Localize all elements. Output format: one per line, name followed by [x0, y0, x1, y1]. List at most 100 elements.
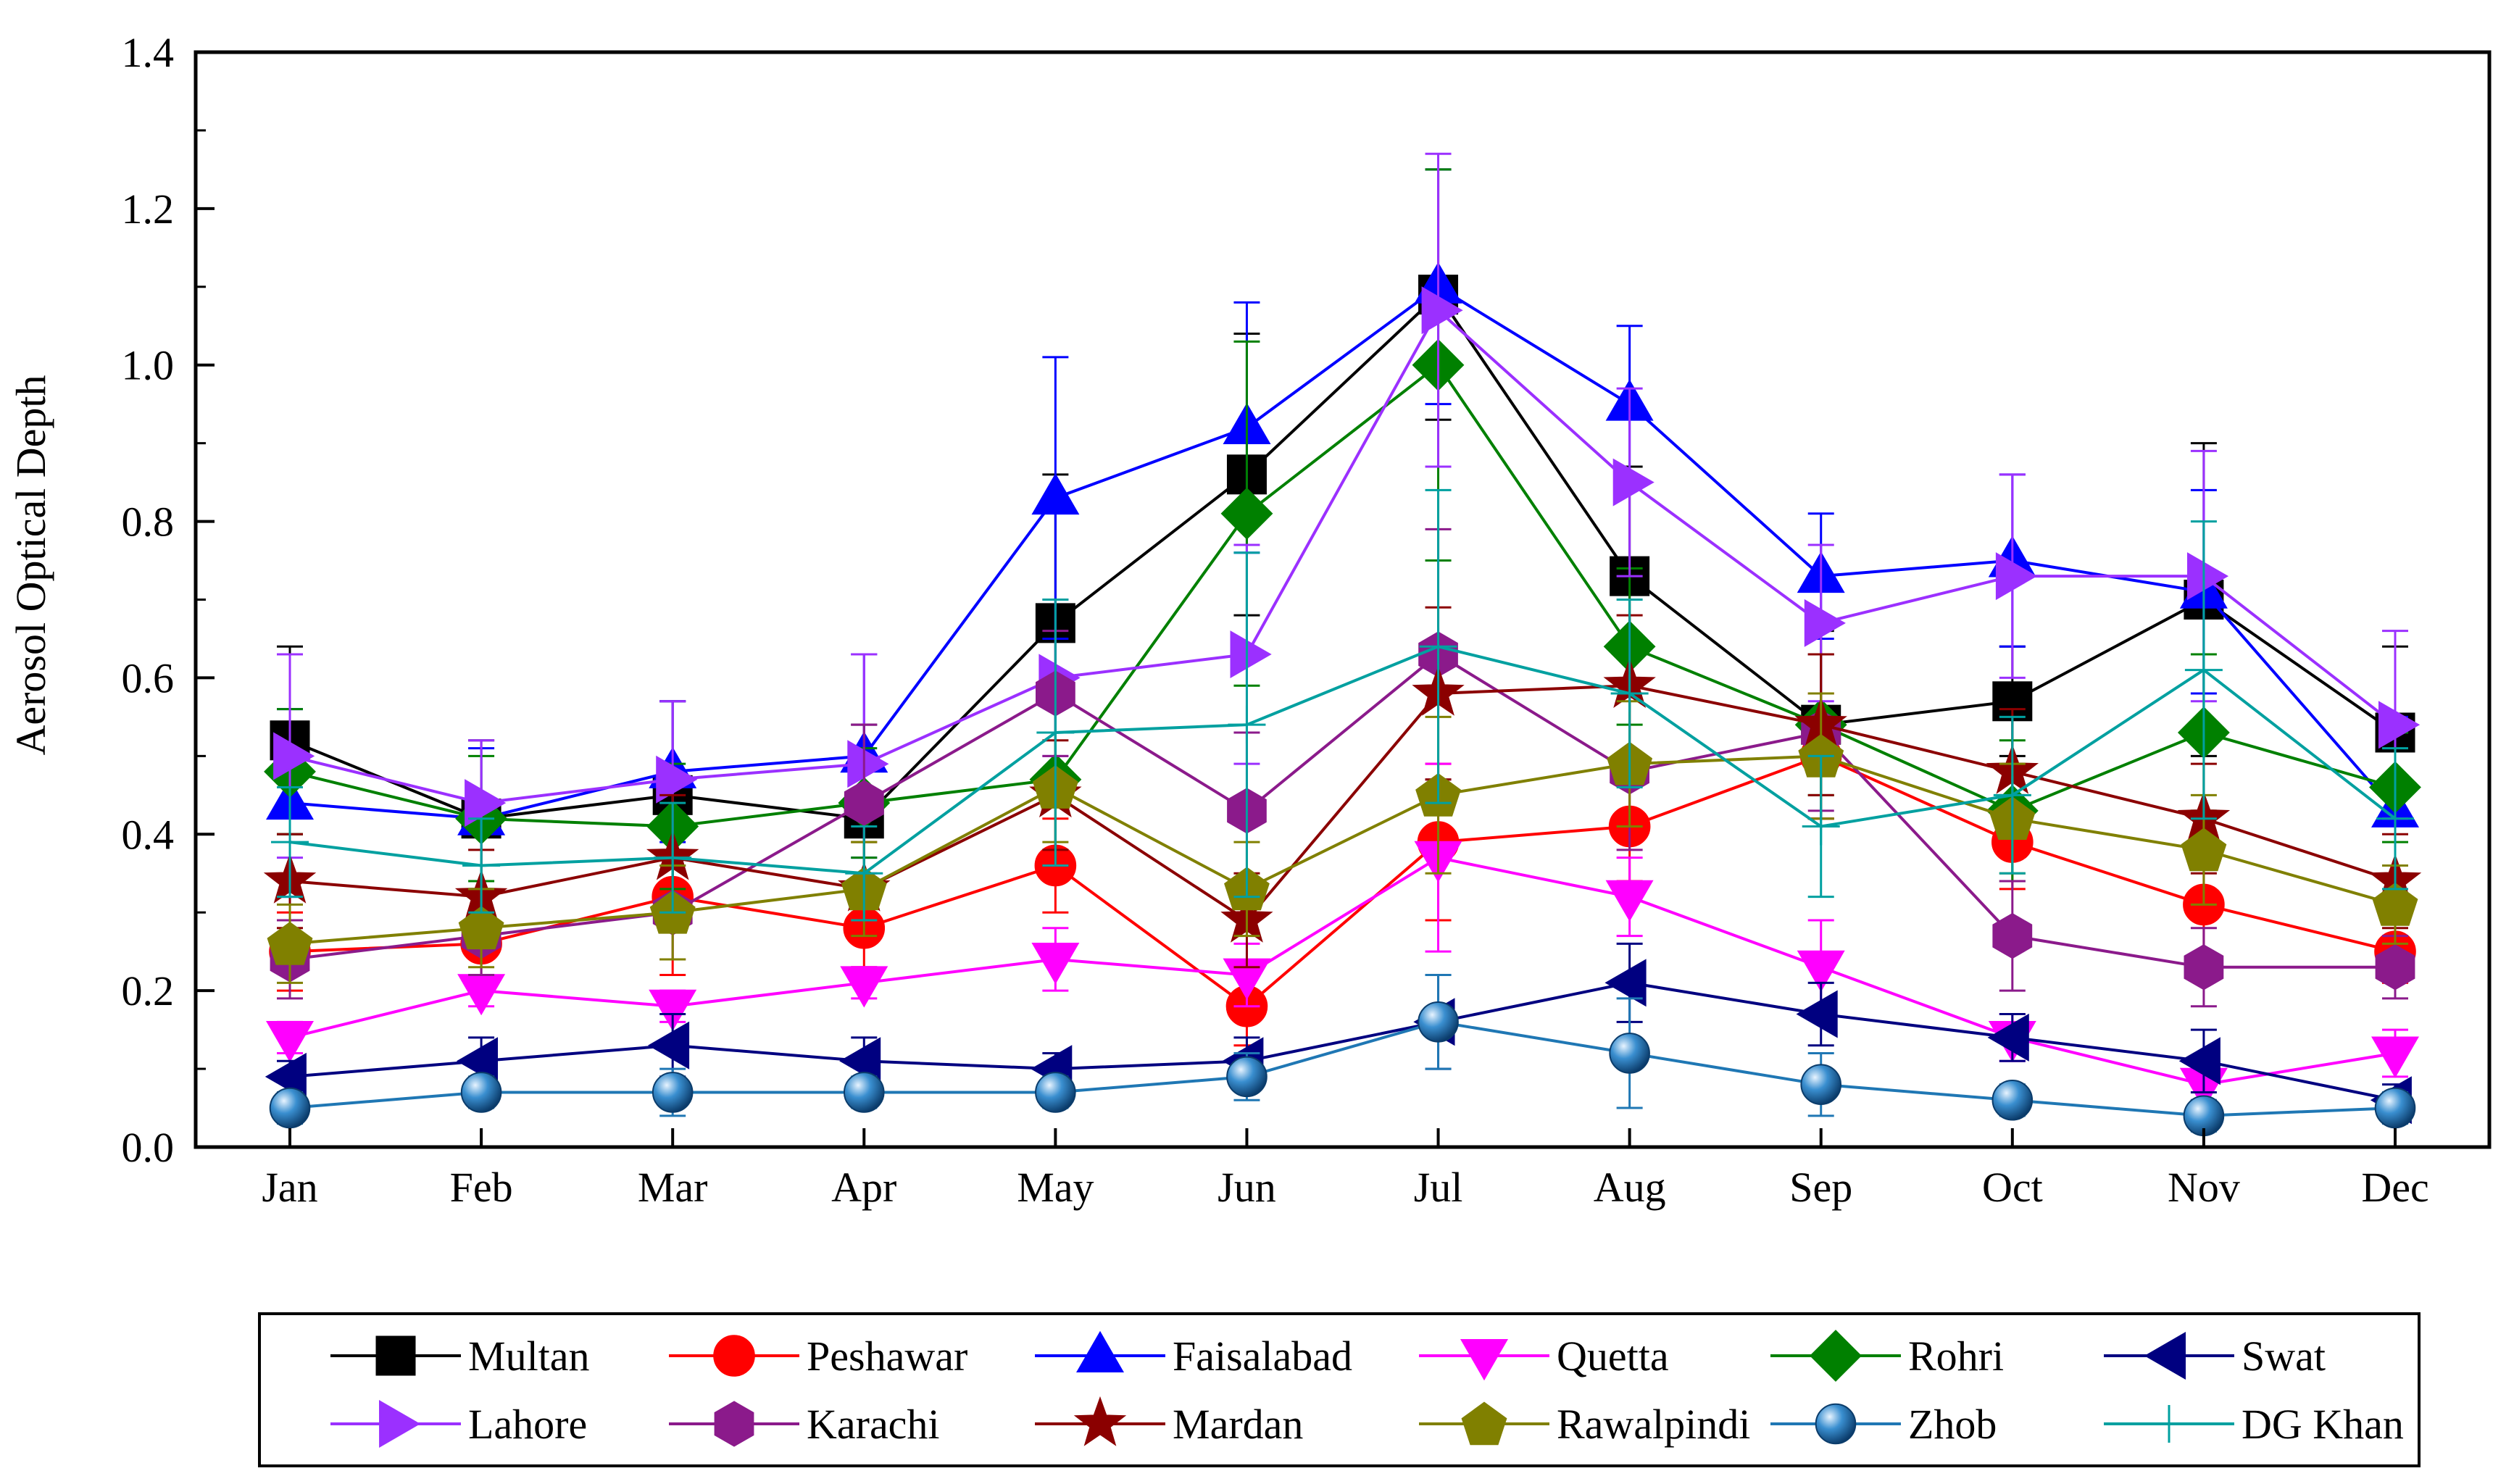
legend-marker: [1460, 1339, 1508, 1381]
series-line: [289, 754, 2396, 946]
data-point: [1993, 776, 2031, 814]
data-point: [652, 1072, 694, 1113]
legend-item: Mardan: [1035, 1396, 1303, 1448]
data-point: [2187, 552, 2229, 601]
data-point: [1036, 713, 1075, 751]
x-tick-label: Jun: [1218, 1164, 1276, 1211]
x-tick-label: May: [1017, 1164, 1094, 1211]
data-point: [1992, 912, 2033, 959]
legend-item: Quetta: [1419, 1333, 1669, 1381]
legend-label: Rawalpindi: [1557, 1401, 1750, 1448]
series-line: [289, 308, 2397, 805]
data-point: [1987, 1013, 2029, 1062]
data-point: [1228, 706, 1266, 744]
data-point: [654, 838, 692, 877]
data-point: [1612, 458, 1655, 507]
series-line: [289, 362, 2396, 828]
series-line: [289, 856, 2396, 1086]
legend-marker: [1815, 1403, 1857, 1445]
data-point: [465, 779, 507, 828]
data-point: [460, 1072, 502, 1113]
data-point: [2178, 1037, 2220, 1085]
series-line: [289, 754, 2396, 1009]
y-tick-label: 0.2: [122, 967, 175, 1014]
legend-label: Faisalabad: [1173, 1333, 1352, 1380]
x-tick-label: Jan: [262, 1164, 317, 1211]
axes: 0.0 0.2 0.4 0.6 0.8 1.0 1.2 1.4 Jan Feb Mar Apr May J…: [122, 29, 2492, 1211]
legend-marker: [378, 1400, 421, 1448]
data-point: [845, 854, 883, 893]
legend-label: Quetta: [1557, 1333, 1669, 1380]
data-point: [2184, 651, 2223, 689]
y-tick-label: 0.0: [122, 1124, 175, 1171]
data-point: [458, 906, 504, 950]
legend-label: Karachi: [807, 1401, 940, 1448]
data-point: [1226, 1056, 1268, 1098]
data-point: [2184, 944, 2224, 991]
data-point: [1035, 1072, 1076, 1113]
data-point: [265, 1052, 307, 1101]
data-point: [843, 1072, 885, 1113]
legend-label: DG Khan: [2242, 1401, 2404, 1448]
data-point: [1421, 286, 1463, 335]
legend-marker: [2144, 1332, 2186, 1380]
data-point: [1419, 628, 1457, 666]
data-point: [648, 1021, 690, 1070]
data-point: [649, 989, 697, 1031]
data-point: [1800, 1064, 1842, 1105]
data-point: [273, 732, 315, 780]
data-point: [1796, 990, 1838, 1038]
data-point: [271, 823, 309, 862]
data-point: [1609, 1033, 1650, 1074]
y-axis-title: Aerosol Optical Depth: [7, 375, 54, 755]
y-tick-label: 1.4: [122, 29, 175, 76]
legend-marker: [2150, 1405, 2188, 1443]
legend-label: Lahore: [468, 1401, 587, 1448]
legend-item: Rohri: [1770, 1330, 2004, 1382]
data-point: [1604, 959, 1647, 1007]
x-tick-label: Sep: [1789, 1164, 1852, 1211]
data-point: [1991, 1079, 2034, 1121]
data-point: [1031, 943, 1080, 985]
data-point: [839, 1037, 881, 1085]
legend-item: DG Khan: [2104, 1401, 2404, 1448]
x-tick-label: Apr: [831, 1164, 896, 1211]
data-point: [1802, 807, 1840, 846]
x-tick-label: Jul: [1414, 1164, 1463, 1211]
legend-box: [258, 1312, 2421, 1467]
legend-item: Rawalpindi: [1419, 1401, 1750, 1448]
legend-marker: [1461, 1401, 1507, 1446]
series-line: [289, 1020, 2396, 1117]
legend-marker: [1073, 1396, 1127, 1446]
legend-item: Faisalabad: [1035, 1330, 1352, 1380]
data-point: [1230, 630, 1272, 678]
series-rawalpindi: [267, 692, 2418, 984]
series-line: [289, 285, 2397, 820]
x-tick-label: Oct: [1982, 1164, 2043, 1211]
data-point: [266, 1021, 314, 1063]
data-point: [2376, 799, 2414, 838]
data-point: [1220, 487, 1273, 540]
data-point: [2372, 882, 2418, 926]
series-line: [289, 645, 2397, 875]
data-point: [2181, 828, 2227, 872]
x-tick-label: Dec: [2361, 1164, 2428, 1211]
data-point: [2374, 1087, 2416, 1129]
data-point: [1995, 552, 2037, 601]
legend-marker: [713, 1335, 755, 1377]
legend-label: Rohri: [1908, 1333, 2004, 1380]
legend-item: Zhob: [1770, 1401, 1997, 1448]
legend-label: Multan: [468, 1333, 590, 1380]
series-zhob: [269, 974, 2416, 1137]
legend-label: Swat: [2242, 1333, 2326, 1380]
legend-label: Mardan: [1173, 1401, 1303, 1448]
x-tick-label: Aug: [1594, 1164, 1666, 1211]
x-tick-label: Nov: [2168, 1164, 2240, 1211]
y-tick-label: 0.4: [122, 811, 175, 858]
x-tick-label: Mar: [638, 1164, 708, 1211]
legend-marker: [1810, 1330, 1862, 1382]
legend-item: Lahore: [330, 1400, 587, 1448]
data-point: [2378, 701, 2421, 749]
